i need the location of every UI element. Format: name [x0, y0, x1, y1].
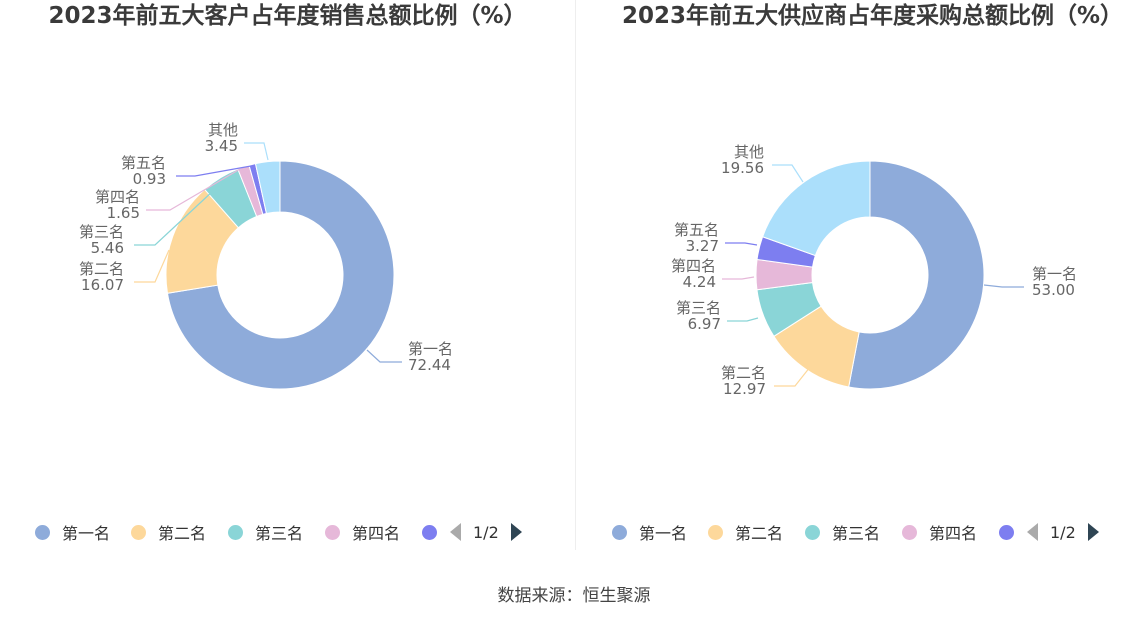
- slice-value-label: 19.56: [721, 159, 764, 177]
- slice-value-label: 53.00: [1032, 281, 1075, 299]
- label-leader-line: [134, 189, 215, 246]
- donut-slice-other[interactable]: [254, 160, 281, 215]
- legend-item-third[interactable]: 第三名: [805, 520, 880, 544]
- legend-marker-icon: [612, 524, 627, 540]
- label-leader-line: [134, 249, 170, 283]
- label-leader-line: [146, 168, 241, 211]
- legend-pager: 1/2: [450, 520, 522, 544]
- chart-title: 2023年前五大客户占年度销售总额比例（%）: [48, 3, 527, 29]
- legend-marker-icon: [999, 524, 1014, 540]
- slice-value-label: 6.97: [688, 315, 721, 333]
- legend-page-indicator: 1/2: [473, 522, 499, 542]
- label-leader-line: [244, 142, 269, 161]
- label-leader-line: [727, 317, 759, 322]
- legend-label: 第四名: [352, 524, 401, 543]
- slice-category-label: 第四名: [671, 257, 716, 275]
- slice-category-label: 第四名: [95, 188, 140, 206]
- donut-slice-first[interactable]: [848, 160, 985, 390]
- label-leader-line: [774, 361, 815, 387]
- label-leader-line: [722, 276, 755, 280]
- slice-category-label: 其他: [208, 121, 238, 139]
- legend-marker-icon: [131, 524, 146, 540]
- label-leader-line: [983, 284, 1024, 288]
- slice-value-label: 0.93: [133, 170, 166, 188]
- legend-label: 第二名: [735, 524, 784, 543]
- legend-label: 第四名: [929, 524, 978, 543]
- legend-label: 第一名: [62, 524, 111, 543]
- slice-value-label: 4.24: [683, 273, 716, 291]
- label-leader-line: [176, 165, 252, 177]
- slice-category-label: 第五名: [121, 154, 166, 172]
- slice-value-label: 12.97: [723, 380, 766, 398]
- slice-value-label: 3.45: [205, 137, 238, 155]
- legend-marker-icon: [902, 524, 917, 540]
- slice-category-label: 第三名: [676, 299, 721, 317]
- legend-marker-icon: [325, 524, 340, 540]
- chart-legend: 第一名 第二名 第三名 第四名 1/2: [577, 520, 1148, 544]
- legend-pager: 1/2: [1027, 520, 1099, 544]
- slice-category-label: 第三名: [79, 223, 124, 241]
- prev-page-icon[interactable]: [1027, 523, 1038, 541]
- data-source-note: 数据来源：恒生聚源: [497, 586, 651, 606]
- legend-item-first[interactable]: 第一名: [35, 520, 110, 544]
- legend-item-first[interactable]: 第一名: [612, 520, 687, 544]
- slice-value-label: 1.65: [107, 204, 140, 222]
- legend-item-fourth[interactable]: 第四名: [325, 520, 400, 544]
- chart-panel-customers: 2023年前五大客户占年度销售总额比例（%） 第一名 72.44 第二名 16.07 第…: [0, 0, 575, 560]
- legend-label: 第一名: [639, 524, 688, 543]
- legend-item-fourth[interactable]: 第四名: [902, 520, 977, 544]
- slice-value-label: 3.27: [686, 237, 719, 255]
- legend-label: 第二名: [158, 524, 207, 543]
- slice-category-label: 第五名: [674, 221, 719, 239]
- legend-page-indicator: 1/2: [1050, 522, 1076, 542]
- panel-divider: [575, 0, 576, 550]
- donut-slice-other[interactable]: [761, 160, 871, 257]
- label-leader-line: [772, 164, 804, 183]
- legend-marker-icon: [35, 524, 50, 540]
- next-page-icon[interactable]: [510, 523, 522, 541]
- legend-item-second[interactable]: 第二名: [131, 520, 206, 544]
- slice-value-label: 72.44: [408, 356, 451, 374]
- legend-marker-icon: [805, 524, 820, 540]
- legend-marker-icon: [422, 524, 437, 540]
- legend-label: 第三名: [832, 524, 881, 543]
- slice-category-label: 其他: [734, 143, 764, 161]
- legend-marker-icon: [228, 524, 243, 540]
- slice-category-label: 第二名: [79, 260, 124, 278]
- slice-category-label: 第二名: [721, 364, 766, 382]
- legend-marker-icon: [708, 524, 723, 540]
- legend-item-fifth[interactable]: [422, 520, 437, 544]
- chart-panel-suppliers: 2023年前五大供应商占年度采购总额比例（%） 第一名 53.00 第二名 12.97…: [577, 0, 1148, 560]
- donut-slice-first[interactable]: [166, 160, 395, 390]
- label-leader-line: [366, 349, 402, 363]
- slice-value-label: 5.46: [91, 239, 124, 257]
- chart-legend: 第一名 第二名 第三名 第四名 1/2: [0, 520, 575, 544]
- prev-page-icon[interactable]: [450, 523, 461, 541]
- chart-title: 2023年前五大供应商占年度采购总额比例（%）: [621, 3, 1124, 29]
- legend-item-third[interactable]: 第三名: [228, 520, 303, 544]
- slice-category-label: 第一名: [1032, 265, 1077, 283]
- legend-label: 第三名: [255, 524, 304, 543]
- next-page-icon[interactable]: [1087, 523, 1099, 541]
- slice-category-label: 第一名: [408, 340, 453, 358]
- legend-item-second[interactable]: 第二名: [708, 520, 783, 544]
- slice-value-label: 16.07: [81, 276, 124, 294]
- legend-item-fifth[interactable]: [999, 520, 1014, 544]
- label-leader-line: [725, 242, 758, 246]
